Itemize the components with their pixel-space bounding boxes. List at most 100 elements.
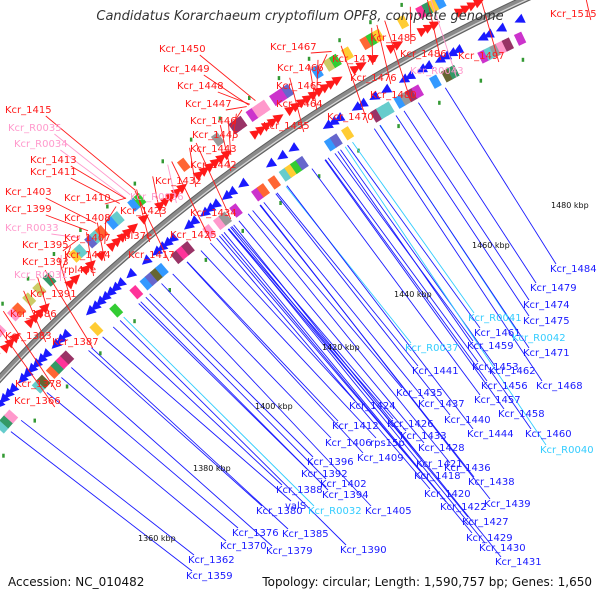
gene-label[interactable]: Kcr_1422 <box>440 502 487 513</box>
gene-label[interactable]: Kcr_1468 <box>536 381 583 392</box>
gene-label[interactable]: Kcr_1409 <box>357 453 404 464</box>
gene-label[interactable]: Kcr_1475 <box>523 316 570 327</box>
gene-label[interactable]: Kcr_1459 <box>467 341 514 352</box>
gene-label[interactable]: Kcr_1423 <box>120 206 167 217</box>
gene-label[interactable]: Kcr_1466 <box>277 63 324 74</box>
gene-label[interactable]: Kcr_1435 <box>396 388 443 399</box>
gene-label[interactable]: Kcr_1448 <box>177 81 224 92</box>
gene-label[interactable]: Kcr_1447 <box>185 99 232 110</box>
gene-label[interactable]: Kcr_1425 <box>170 230 217 241</box>
gene-label[interactable]: Kcr_1359 <box>186 571 233 582</box>
gene-label[interactable]: Kcr_R0041 <box>468 313 522 324</box>
gene-label[interactable]: Kcr_1457 <box>474 395 521 406</box>
gene-label[interactable]: Kcr_1486 <box>400 49 447 60</box>
gene-label[interactable]: Kcr_1404 <box>64 250 111 261</box>
gene-label[interactable]: Kcr_1426 <box>387 419 434 430</box>
gene-label[interactable]: Kcr_1442 <box>190 160 237 171</box>
gene-label[interactable]: Kcr_1445 <box>192 130 239 141</box>
gene-label[interactable]: Kcr_1443 <box>190 144 237 155</box>
gene-label[interactable]: Kcr_R0035 <box>8 123 62 134</box>
gene-label[interactable]: Kcr_1432 <box>155 176 202 187</box>
gene-label[interactable]: Kcr_1460 <box>525 429 572 440</box>
gene-label[interactable]: Kcr_R0040 <box>540 445 594 456</box>
gene-label[interactable]: Kcr_1412 <box>332 421 379 432</box>
gene-label[interactable]: Kcr_1403 <box>5 187 52 198</box>
gene-label[interactable]: Kcr_1471 <box>523 348 570 359</box>
gene-label[interactable]: Kcr_1391 <box>30 289 77 300</box>
gene-label[interactable]: Kcr_R0033 <box>5 223 59 234</box>
gene-label[interactable]: Kcr_1376 <box>232 528 279 539</box>
gene-label[interactable]: Kcr_1450 <box>159 44 206 55</box>
gene-label[interactable]: Kcr_1362 <box>188 555 235 566</box>
gene-label[interactable]: rpl40e <box>64 265 96 276</box>
gene-label[interactable]: Kcr_1380 <box>256 506 303 517</box>
gene-label[interactable]: Kcr_1434 <box>190 208 237 219</box>
gene-label[interactable]: Kcr_1456 <box>481 381 528 392</box>
gene-label[interactable]: Kcr_R0043 <box>410 66 464 77</box>
gene-label[interactable]: Kcr_1449 <box>163 64 210 75</box>
gene-label[interactable]: Kcr_1410 <box>64 193 111 204</box>
gene-label[interactable]: Kcr_R0037 <box>405 343 459 354</box>
gene-label[interactable]: Kcr_1415 <box>5 105 52 116</box>
gene-label[interactable]: Kcr_1405 <box>365 506 412 517</box>
gene-label[interactable]: Kcr_1411 <box>30 167 77 178</box>
gene-label[interactable]: Kcr_1484 <box>550 264 597 275</box>
gene-label[interactable]: Kcr_1393 <box>22 257 69 268</box>
gene-label[interactable]: Kcr_1438 <box>468 477 515 488</box>
gene-label[interactable]: Kcr_1436 <box>444 463 491 474</box>
gene-label[interactable]: Kcr_1386 <box>10 309 57 320</box>
gene-label[interactable]: Kcr_1395 <box>22 240 69 251</box>
gene-label[interactable]: Kcr_1428 <box>418 443 465 454</box>
gene-label[interactable]: Kcr_1421 <box>416 459 463 470</box>
gene-label[interactable]: Kcr_1431 <box>495 557 542 568</box>
gene-label[interactable]: Kcr_R0034 <box>14 139 68 150</box>
gene-label[interactable]: Kcr_1413 <box>30 155 77 166</box>
gene-label[interactable]: Kcr_R0031 <box>14 270 68 281</box>
gene-label[interactable]: Kcr_1458 <box>498 409 545 420</box>
gene-label[interactable]: rps15p <box>370 438 405 449</box>
gene-label[interactable]: Kcr_1453 <box>472 362 519 373</box>
gene-label[interactable]: Kcr_1437 <box>418 399 465 410</box>
gene-label[interactable]: Kcr_1461 <box>474 328 521 339</box>
gene-label[interactable]: Kcr_1446 <box>190 116 237 127</box>
gene-label[interactable]: Kcr_1420 <box>424 489 471 500</box>
gene-label[interactable]: Kcr_1433 <box>400 431 447 442</box>
gene-label[interactable]: Kcr_1430 <box>479 543 526 554</box>
gene-label[interactable]: Kcr_1444 <box>467 429 514 440</box>
gene-label[interactable]: Kcr_1441 <box>412 366 459 377</box>
gene-label[interactable]: Kcr_1477 <box>332 54 379 65</box>
gene-label[interactable]: Kcr_1388 <box>276 485 323 496</box>
gene-label[interactable]: Kcr_1515 <box>550 9 597 20</box>
gene-label[interactable]: Kcr_R0042 <box>512 333 566 344</box>
gene-label[interactable]: Kcr_1474 <box>523 300 570 311</box>
gene-label[interactable]: Kcr_1396 <box>307 457 354 468</box>
gene-label[interactable]: Kcr_1418 <box>414 471 461 482</box>
gene-label[interactable]: Kcr_1383 <box>5 331 52 342</box>
gene-label[interactable]: Kcr_1385 <box>282 529 329 540</box>
gene-label[interactable]: Kcr_1406 <box>325 438 372 449</box>
gene-label[interactable]: Kcr_1440 <box>444 415 491 426</box>
gene-label[interactable]: Kcr_1439 <box>484 499 531 510</box>
gene-label[interactable]: Kcr_1464 <box>276 99 323 110</box>
gene-label[interactable]: Kcr_1402 <box>320 479 367 490</box>
gene-label[interactable]: rpl37e <box>120 231 152 242</box>
gene-label[interactable]: Kcr_1417 <box>128 250 175 261</box>
gene-label[interactable]: valS <box>285 501 306 512</box>
gene-label[interactable]: Kcr_1470 <box>327 112 374 123</box>
gene-label[interactable]: Kcr_1399 <box>5 204 52 215</box>
gene-label[interactable]: Kcr_1378 <box>15 379 62 390</box>
gene-label[interactable]: Kcr_1429 <box>466 533 513 544</box>
gene-label[interactable]: Kcr_1424 <box>349 401 396 412</box>
gene-label[interactable]: Kcr_1497 <box>458 51 505 62</box>
gene-label[interactable]: Kcr_1427 <box>462 517 509 528</box>
gene-label[interactable]: Kcr_1465 <box>276 81 323 92</box>
gene-label[interactable]: Kcr_1408 <box>64 213 111 224</box>
gene-label[interactable]: Kcr_1479 <box>530 283 577 294</box>
gene-label[interactable]: Kcr_1392 <box>301 469 348 480</box>
gene-label[interactable]: Kcr_1455 <box>263 121 310 132</box>
gene-label[interactable]: Kcr_1379 <box>266 546 313 557</box>
gene-label[interactable]: Kcr_1394 <box>322 490 369 501</box>
gene-label[interactable]: Kcr_R0032 <box>308 506 362 517</box>
gene-label[interactable]: Kcr_1407 <box>64 233 111 244</box>
gene-label[interactable]: Kcr_1370 <box>220 541 267 552</box>
